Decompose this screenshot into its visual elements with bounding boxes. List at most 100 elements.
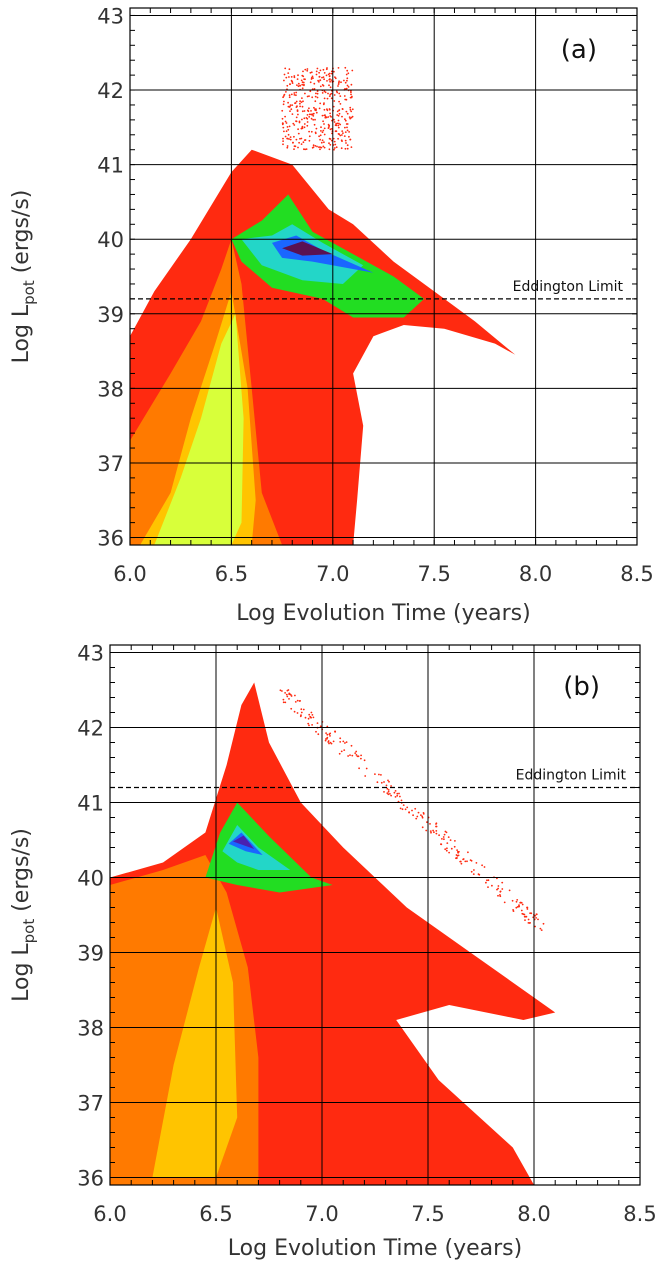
scatter-point (285, 122, 288, 124)
y-axis-title-subscript: pot (20, 919, 38, 944)
scatter-point (319, 102, 322, 105)
scatter-point (485, 881, 487, 884)
scatter-point (336, 110, 339, 113)
scatter-point (284, 67, 287, 70)
scatter-point (296, 105, 298, 108)
scatter-point (318, 71, 320, 74)
density-region-core (282, 241, 333, 256)
scatter-point (322, 84, 325, 87)
scatter-point (469, 859, 472, 861)
scatter-point (298, 120, 301, 123)
scatter-point (523, 915, 526, 918)
scatter-point (483, 866, 486, 868)
scatter-point (292, 141, 294, 144)
scatter-point (333, 121, 336, 123)
x-tick-label: 8.0 (517, 1202, 550, 1226)
plot-frame (129, 7, 638, 546)
scatter-point (311, 724, 313, 726)
scatter-point (287, 101, 289, 104)
scatter-point (540, 929, 543, 931)
scatter-point (542, 922, 545, 925)
scatter-point (328, 95, 331, 97)
scatter-point (286, 137, 289, 140)
scatter-point (429, 830, 432, 832)
scatter-point (374, 773, 376, 775)
scatter-point (312, 716, 315, 719)
scatter-point (289, 138, 292, 141)
scatter-point (285, 91, 287, 93)
scatter-point (501, 888, 504, 890)
scatter-point (450, 847, 453, 850)
scatter-point (303, 83, 305, 86)
scatter-point (317, 733, 320, 736)
y-tick-label: 40 (77, 867, 104, 891)
scatter-point (346, 147, 349, 150)
scatter-point (346, 69, 349, 72)
scatter-point (337, 114, 340, 117)
scatter-point (456, 849, 458, 851)
y-tick-label: 39 (77, 942, 104, 966)
scatter-point (394, 796, 397, 798)
scatter-point (293, 710, 296, 713)
y-tick-label: 43 (77, 642, 104, 666)
scatter-point (287, 72, 290, 74)
scatter-point (311, 113, 313, 116)
scatter-point (344, 118, 346, 121)
scatter-point (341, 130, 344, 133)
scatter-point (430, 831, 432, 834)
scatter-point (327, 740, 330, 742)
scatter-point (345, 142, 347, 144)
scatter-point (337, 119, 340, 122)
scatter-point (290, 707, 293, 710)
scatter-point (343, 79, 345, 82)
scatter-point (342, 132, 344, 135)
scatter-point (324, 91, 327, 94)
scatter-point (303, 123, 306, 125)
scatter-point (335, 124, 338, 127)
scatter-point (497, 887, 499, 890)
scatter-point (478, 873, 481, 876)
scatter-point (316, 92, 319, 95)
scatter-point (380, 781, 383, 784)
scatter-point (302, 141, 305, 144)
scatter-point (351, 108, 354, 111)
y-tick-label: 38 (97, 377, 124, 401)
scatter-point (288, 96, 291, 99)
scatter-point (306, 95, 309, 98)
scatter-point (310, 110, 312, 112)
density-region-core (233, 835, 255, 849)
scatter-point (329, 115, 332, 117)
scatter-point (323, 133, 326, 136)
scatter-point (295, 138, 298, 141)
scatter-point (293, 148, 295, 151)
scatter-point (283, 79, 285, 82)
scatter-point (330, 97, 333, 100)
scatter-point (320, 146, 323, 149)
scatter-point (508, 889, 511, 892)
scatter-point (422, 812, 425, 814)
scatter-point (337, 83, 340, 85)
scatter-point (340, 147, 343, 150)
scatter-point (416, 815, 419, 818)
scatter-point (287, 133, 290, 136)
scatter-point (441, 838, 443, 840)
scatter-point (525, 915, 528, 918)
scatter-point (315, 111, 318, 114)
scatter-point (330, 139, 333, 142)
scatter-point (300, 143, 303, 146)
scatter-point (321, 92, 324, 94)
scatter-point (443, 833, 446, 836)
scatter-point (523, 913, 526, 916)
y-axis-title-main: Log L (9, 943, 34, 1002)
scatter-point (396, 792, 399, 795)
scatter-point (297, 128, 299, 131)
scatter-point (328, 733, 331, 736)
scatter-point (446, 842, 449, 844)
scatter-point (306, 114, 309, 116)
scatter-point (300, 714, 302, 717)
y-axis-title: Log Lpot (ergs/s) (9, 828, 38, 1002)
scatter-point (501, 881, 504, 884)
scatter-point (295, 100, 298, 103)
scatter-point (383, 791, 385, 793)
scatter-point (313, 88, 316, 90)
